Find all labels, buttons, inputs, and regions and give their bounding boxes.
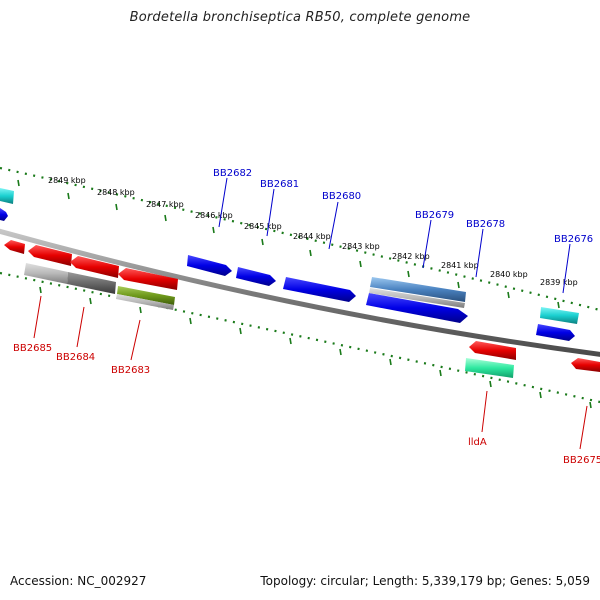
feature-box-grey-left	[24, 263, 68, 284]
map-title: Bordetella bronchiseptica RB50, complete…	[129, 10, 471, 25]
gene-arrow-edge	[0, 208, 8, 221]
genome-stats-text: Topology: circular; Length: 5,339,179 bp…	[260, 574, 590, 588]
gene-arrow-bb2683	[118, 268, 178, 290]
forward-strand-genes[interactable]	[0, 188, 579, 341]
gene-label: lldA	[468, 437, 487, 448]
gene-labels: BB2682 BB2681 BB2680 BB2679 BB2678 BB267…	[13, 168, 600, 466]
ruler-label: 2848 kbp	[97, 188, 135, 197]
ruler-label: 2839 kbp	[540, 278, 578, 287]
gene-label: BB2678	[466, 219, 505, 230]
chromosome-backbone	[0, 228, 600, 357]
gene-arrow-bb2680	[283, 277, 356, 302]
gene-arrow-bb2685	[4, 240, 25, 254]
gene-label: BB2685	[13, 343, 52, 354]
gene-arrow-llda	[469, 341, 516, 360]
gene-arrow-bb2681	[236, 267, 276, 286]
ruler-label: 2841 kbp	[441, 261, 479, 270]
feature-box-cyan	[540, 307, 579, 324]
gene-label: BB2684	[56, 352, 95, 363]
ruler-outer-track	[0, 166, 600, 312]
gene-arrow-bb2682	[187, 255, 232, 276]
ruler-label: 2843 kbp	[342, 242, 380, 251]
ruler-label: 2849 kbp	[48, 176, 86, 185]
ruler-ticks	[17, 179, 592, 409]
ruler-labels: 2849 kbp 2848 kbp 2847 kbp 2846 kbp 2845…	[48, 176, 578, 287]
ruler-label: 2845 kbp	[244, 222, 282, 231]
gene-label: BB2676	[554, 234, 593, 245]
ruler-label: 2847 kbp	[146, 200, 184, 209]
gene-label: BB2682	[213, 168, 252, 179]
gene-label: BB2675	[563, 455, 600, 466]
reverse-strand-genes[interactable]	[4, 240, 600, 378]
gene-arrow-bb2684b	[70, 256, 119, 278]
gene-arrow-bb2684	[28, 245, 72, 266]
gene-arrow-bb2675	[571, 358, 600, 372]
feature-box-cyan-edge	[0, 188, 14, 204]
accession-text: Accession: NC_002927	[10, 574, 147, 588]
gene-label: BB2681	[260, 179, 299, 190]
gene-label: BB2680	[322, 191, 361, 202]
ruler-label: 2846 kbp	[195, 211, 233, 220]
gene-label: BB2679	[415, 210, 454, 221]
feature-box-dark	[67, 272, 116, 294]
feature-box-olive-shadow	[116, 294, 174, 310]
feature-box-steel	[370, 277, 466, 302]
ruler-label: 2844 kbp	[293, 232, 331, 241]
ruler-inner-track	[0, 271, 600, 404]
feature-box-olive	[117, 286, 175, 305]
ruler-label: 2842 kbp	[392, 252, 430, 261]
feature-box-grey	[369, 288, 465, 308]
gene-arrow-bb2679	[366, 293, 468, 323]
ruler-label: 2840 kbp	[490, 270, 528, 279]
gene-callouts	[33, 177, 588, 450]
feature-box-mint	[465, 358, 514, 378]
gene-arrow-bb2676	[536, 324, 575, 341]
gene-label: BB2683	[111, 365, 150, 376]
